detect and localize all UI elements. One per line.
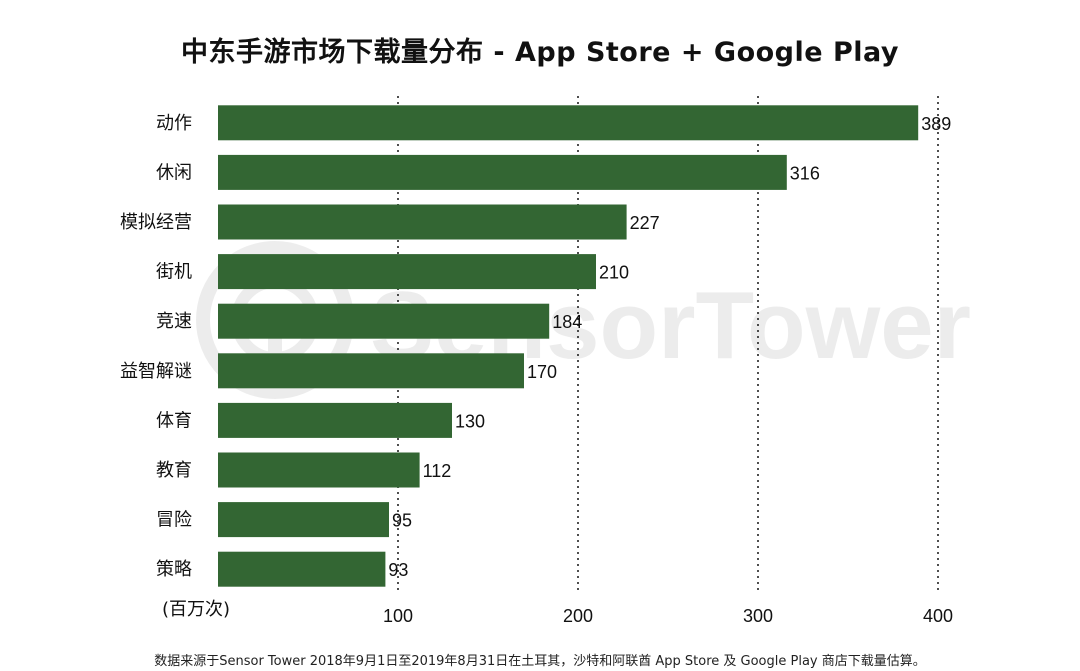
bar <box>218 353 524 389</box>
data-label: 210 <box>599 263 629 283</box>
data-label: 112 <box>423 461 452 481</box>
data-label: 130 <box>455 411 485 431</box>
data-label: 95 <box>392 511 412 531</box>
data-label: 227 <box>630 213 660 233</box>
bar <box>218 452 420 488</box>
x-axis-label: (百万次) <box>162 599 230 620</box>
x-tick-label: 400 <box>923 606 953 626</box>
bar <box>218 502 389 538</box>
category-label: 教育 <box>156 460 192 481</box>
category-label: 街机 <box>156 262 192 283</box>
category-label: 竞速 <box>156 311 192 332</box>
bar <box>218 303 550 339</box>
bar <box>218 105 919 141</box>
x-tick-label: 200 <box>563 606 593 626</box>
category-label: 动作 <box>156 113 192 134</box>
data-label: 316 <box>790 163 820 183</box>
data-label: 93 <box>388 560 408 580</box>
category-label: 冒险 <box>156 510 192 531</box>
x-tick-label: 100 <box>383 606 413 626</box>
bar <box>218 551 386 587</box>
bar <box>218 402 452 438</box>
data-label: 389 <box>921 114 951 134</box>
category-label: 体育 <box>156 410 192 431</box>
data-label: 184 <box>552 312 582 332</box>
data-label: 170 <box>527 362 557 382</box>
category-label: 策略 <box>156 559 192 580</box>
category-label: 益智解谜 <box>120 361 192 382</box>
bar <box>218 204 627 240</box>
x-tick-label: 300 <box>743 606 773 626</box>
bar <box>218 154 787 190</box>
category-label: 模拟经营 <box>120 212 192 233</box>
category-label: 休闲 <box>156 162 192 183</box>
chart-title: 中东手游市场下载量分布 - App Store + Google Play <box>181 37 899 68</box>
footnote: 数据来源于Sensor Tower 2018年9月1日至2019年8月31日在土… <box>154 654 926 669</box>
bar <box>218 254 596 290</box>
